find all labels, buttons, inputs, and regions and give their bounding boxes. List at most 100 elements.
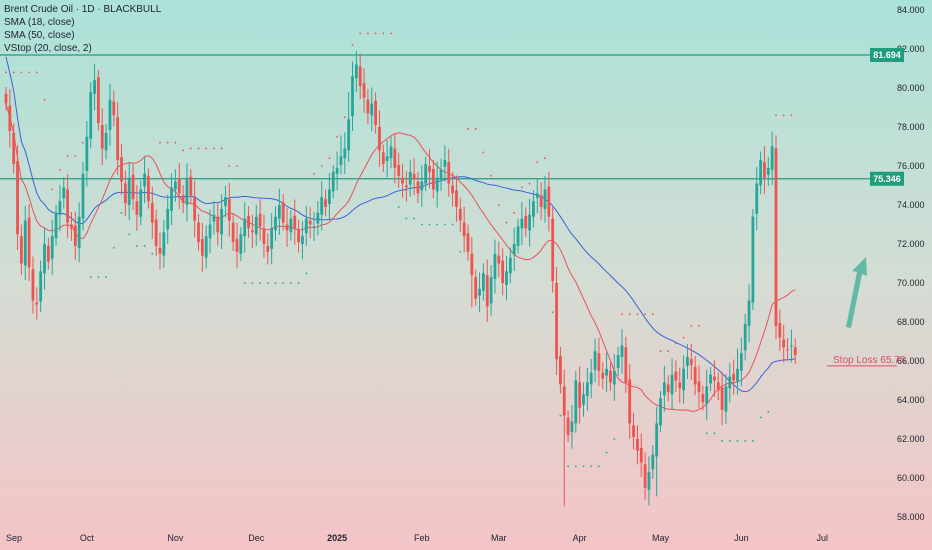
candle-body: [401, 177, 404, 184]
candle: [420, 165, 424, 207]
legend-vstop[interactable]: VStop (20, close, 2): [4, 43, 92, 54]
candle-body: [601, 372, 605, 379]
candle: [501, 248, 505, 296]
candle-body: [555, 283, 558, 360]
y-tick-label: 74.000: [897, 200, 925, 210]
candle-body: [770, 146, 774, 170]
candle-body: [755, 183, 759, 214]
vstop-dot: [213, 147, 215, 150]
legend-sma50[interactable]: SMA (50, close): [4, 30, 75, 41]
candle-body: [597, 353, 601, 371]
candle-body: [458, 208, 462, 221]
candle-body: [655, 423, 659, 457]
candle: [324, 189, 327, 217]
candle-body: [416, 181, 420, 194]
candle: [335, 151, 339, 191]
candle: [108, 83, 112, 146]
candle: [778, 309, 782, 351]
vstop-dot: [790, 114, 793, 117]
vstop-dot: [297, 282, 300, 284]
vstop-dot: [698, 325, 700, 327]
candle-body: [150, 203, 154, 223]
stop-loss-label: Stop Loss 65.75: [833, 355, 906, 366]
chart-title[interactable]: Brent Crude Oil · 1D · BLACKBULL: [4, 4, 162, 15]
vstop-dot: [482, 151, 485, 154]
candle-body: [147, 175, 150, 202]
candle-body: [262, 228, 266, 244]
candle-body: [204, 236, 208, 258]
vstop-dot: [374, 32, 377, 35]
candle: [728, 362, 732, 403]
vstop-dot: [35, 71, 38, 74]
candle-body: [381, 152, 385, 165]
candle: [532, 190, 535, 228]
candle: [655, 406, 659, 497]
candle: [605, 352, 608, 392]
vstop-dot: [43, 98, 46, 101]
vstop-dot: [143, 245, 146, 247]
candle-body: [43, 244, 46, 274]
candle-body: [666, 384, 670, 393]
vstop-dot: [313, 172, 315, 175]
candle: [381, 144, 385, 172]
candle-body: [66, 189, 69, 223]
candle-body: [747, 300, 751, 326]
candle-body: [154, 219, 158, 246]
vstop-dot: [66, 155, 69, 158]
vstop-dot: [505, 221, 508, 224]
candle-body: [4, 93, 8, 104]
candle-body: [85, 136, 89, 171]
sma50-line: [5, 56, 796, 393]
candle-body: [170, 187, 173, 211]
candle: [104, 123, 108, 160]
candle: [585, 367, 589, 411]
legend-sma18[interactable]: SMA (18, close): [4, 17, 75, 28]
vstop-dot: [497, 204, 500, 206]
candle: [455, 175, 458, 222]
candle: [482, 263, 485, 301]
vstop-dot: [189, 147, 192, 150]
candle: [639, 433, 643, 477]
candle: [720, 371, 724, 426]
vstop-dot: [752, 440, 754, 442]
candle: [358, 53, 362, 100]
candle: [93, 63, 96, 111]
candle-body: [751, 216, 755, 303]
candle: [786, 338, 789, 361]
candle-body: [139, 189, 143, 217]
candle: [297, 219, 300, 253]
candle-body: [489, 277, 493, 304]
candle: [736, 348, 739, 395]
candle: [397, 152, 401, 189]
candle-body: [304, 218, 308, 234]
candle-body: [535, 193, 539, 199]
y-tick-label: 70.000: [897, 278, 925, 288]
candle: [100, 108, 104, 165]
candle-body: [116, 117, 120, 161]
candle-body: [8, 105, 12, 131]
candle-body: [782, 339, 786, 348]
vstop-dot: [320, 165, 323, 167]
candle-body: [470, 253, 474, 276]
candle: [466, 224, 470, 261]
vstop-dot: [759, 416, 762, 419]
candle-body: [512, 244, 516, 255]
x-tick-label: Oct: [80, 533, 95, 543]
candle: [39, 260, 43, 313]
vstop-dot: [459, 250, 462, 253]
candle-body: [578, 382, 582, 408]
y-tick-label: 76.000: [897, 161, 925, 171]
candle: [116, 102, 120, 175]
candle: [351, 61, 354, 131]
candle: [405, 171, 408, 202]
candle-body: [678, 382, 682, 389]
candle: [570, 404, 574, 449]
candle-body: [174, 181, 177, 190]
candle-body: [39, 271, 43, 302]
candle: [555, 267, 558, 375]
vstop-dot: [97, 276, 100, 279]
vstop-dot: [728, 440, 731, 442]
candle-body: [181, 195, 185, 204]
candle-body: [235, 239, 239, 252]
candle-body: [93, 80, 96, 94]
